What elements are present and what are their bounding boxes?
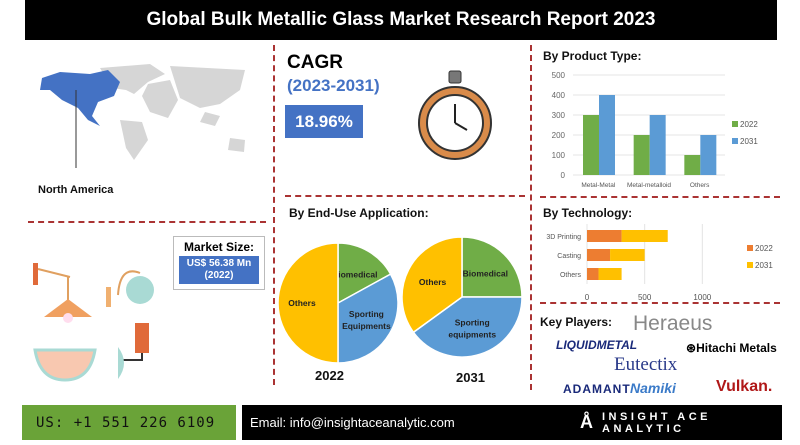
pie-label: Equipments: [342, 321, 391, 331]
legend-label: 2031: [740, 137, 758, 146]
x-tick-label: 0: [585, 293, 590, 302]
divider: [285, 195, 525, 197]
technology-chart: 0 500 1000 3D Printing Casting Others 2022 2031: [546, 224, 773, 302]
y-tick-label: Others: [560, 272, 582, 279]
y-tick-label: 500: [552, 71, 566, 80]
logo-adamant: ADAMANT: [563, 382, 631, 396]
pie-slice-sporting: [337, 273, 399, 364]
product-chart-title: By Product Type:: [543, 49, 642, 63]
market-size-card: Market Size: US$ 56.38 Mn (2022): [173, 236, 265, 290]
market-size-value: US$ 56.38 Mn: [186, 258, 252, 269]
x-tick-label: Metal-Metal: [581, 182, 616, 189]
market-size-year: (2022): [204, 270, 234, 281]
y-tick-label: 400: [552, 91, 566, 100]
cagr-label: CAGR: [287, 52, 343, 73]
pie-slice-biomedical: [461, 236, 523, 298]
y-tick-label: 100: [552, 151, 566, 160]
pie-slice-others: [277, 242, 339, 364]
bar-2022: [587, 268, 599, 280]
end-use-pies: Biomedical Sporting Equipments Others Biomed…: [277, 236, 523, 364]
y-tick-label: 3D Printing: [546, 234, 581, 241]
divider: [273, 45, 275, 385]
pie-label: Sporting: [455, 317, 490, 327]
legend-label: 2031: [755, 261, 773, 270]
x-tick-label: Metal-metalloid: [627, 182, 671, 189]
divider: [540, 302, 780, 304]
pie-slice-others: [401, 236, 463, 334]
x-tick-label: 1000: [693, 293, 711, 302]
bar-2031: [649, 115, 666, 175]
phone-number[interactable]: US: +1 551 226 6109: [22, 405, 236, 440]
logo-vulkan: Vulkan.: [716, 378, 773, 395]
cagr-value: 18.96%: [285, 105, 363, 138]
legend-label: 2022: [740, 120, 758, 129]
logo-eutectix: Eutectix: [614, 354, 678, 375]
key-players-label: Key Players:: [540, 315, 613, 329]
logo-hitachi-metals: ⊛Hitachi Metals: [686, 341, 777, 355]
brand-name: INSIGHT ACE ANALYTIC: [602, 410, 711, 435]
hitachi-icon: ⊛: [686, 341, 697, 355]
pie-label: Sporting: [349, 309, 384, 319]
x-tick-label: Others: [690, 182, 710, 189]
x-tick-label: 500: [638, 293, 652, 302]
technology-chart-title: By Technology:: [543, 206, 633, 220]
lamps-illustration: [33, 263, 154, 382]
north-america-highlight: [40, 70, 120, 126]
y-tick-label: 0: [561, 171, 566, 180]
logo-liquidmetal: LIQUIDMETAL: [556, 338, 638, 352]
legend-swatch: [747, 262, 753, 268]
product-type-chart: 0 100 200 300 400 500 Metal-Metal Metal-metallo…: [552, 71, 759, 189]
bar-2022: [583, 115, 599, 175]
pie-label: Others: [288, 298, 316, 308]
bar-2022: [684, 155, 701, 175]
legend-swatch: [732, 138, 738, 144]
legend-swatch: [747, 245, 753, 251]
pie-label: Biomedical: [332, 270, 377, 280]
brand-bar: Å INSIGHT ACE ANALYTIC: [560, 405, 782, 440]
bar-2031: [700, 135, 717, 175]
divider: [530, 45, 532, 390]
bar-2031: [621, 230, 668, 242]
divider: [540, 196, 780, 198]
logo-namiki: Namiki: [630, 380, 676, 396]
end-use-title: By End-Use Application:: [289, 206, 429, 220]
y-tick-label: 300: [552, 111, 566, 120]
region-label: North America: [38, 184, 114, 196]
y-tick-label: 200: [552, 131, 566, 140]
legend-label: 2022: [755, 244, 773, 253]
divider: [28, 221, 266, 223]
logo-heraeus: Heraeus: [633, 312, 713, 335]
bar-2022: [587, 230, 622, 242]
email-address[interactable]: Email: info@insightaceanalytic.com: [242, 405, 560, 440]
report-title: Global Bulk Metallic Glass Market Resear…: [25, 0, 777, 40]
pie-year-2022: 2022: [315, 368, 344, 383]
stopwatch-icon: [418, 70, 492, 160]
bar-2031: [598, 268, 622, 280]
market-size-label: Market Size:: [183, 240, 255, 254]
bar-2031: [610, 249, 645, 261]
pie-label: Others: [419, 277, 447, 287]
legend-swatch: [732, 121, 738, 127]
bar-2031: [599, 95, 615, 175]
bar-2022: [587, 249, 611, 261]
bar-2022: [633, 135, 650, 175]
pie-year-2031: 2031: [456, 370, 485, 385]
pie-slice-biomedical: [337, 242, 392, 305]
world-map: [40, 64, 245, 168]
cagr-years: (2023-2031): [287, 76, 380, 95]
brand-logo-icon: Å: [580, 412, 597, 432]
y-tick-label: Casting: [557, 253, 581, 260]
pie-label: equipments: [448, 329, 496, 339]
pie-slice-sporting: [412, 296, 523, 358]
pie-label: Biomedical: [463, 269, 508, 279]
